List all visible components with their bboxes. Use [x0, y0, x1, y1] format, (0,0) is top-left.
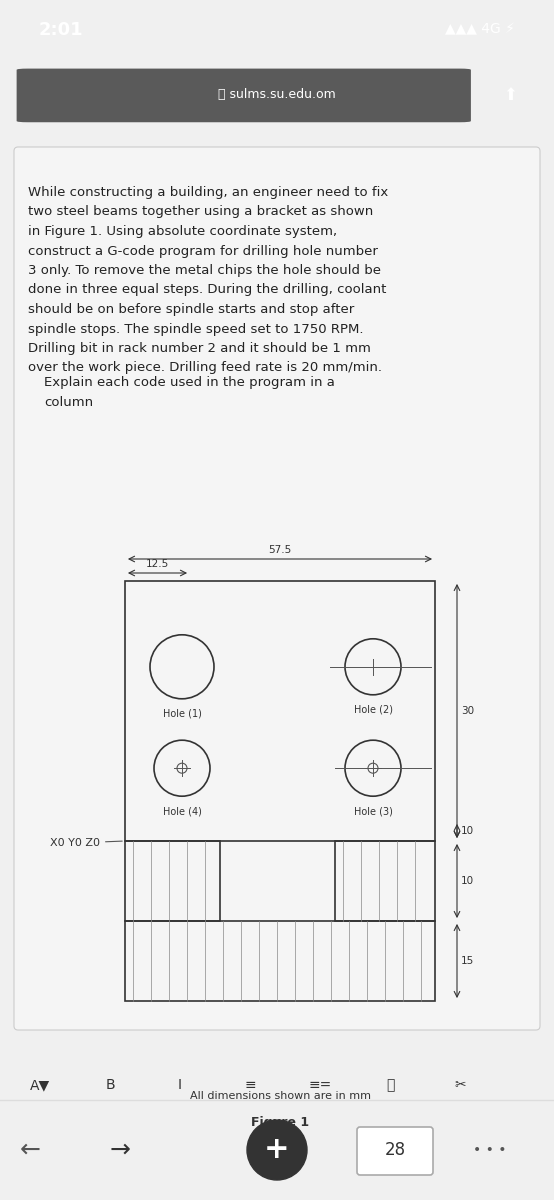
Text: Hole (2): Hole (2) — [353, 704, 392, 715]
Text: Hole (1): Hole (1) — [162, 709, 202, 719]
Text: While constructing a building, an engineer need to fix
two steel beams together : While constructing a building, an engine… — [28, 186, 388, 374]
Text: 30: 30 — [461, 706, 474, 716]
Text: I: I — [178, 1078, 182, 1092]
Text: 10: 10 — [461, 826, 474, 836]
Text: 2:01: 2:01 — [39, 20, 84, 38]
Text: +: + — [264, 1135, 290, 1164]
Text: 28: 28 — [384, 1141, 406, 1159]
Text: Figure 1: Figure 1 — [251, 1116, 309, 1129]
Text: →: → — [110, 1138, 131, 1162]
Text: X0 Y0 Z0: X0 Y0 Z0 — [50, 838, 122, 848]
Text: ←: ← — [19, 1138, 40, 1162]
Text: ≡=: ≡= — [309, 1078, 332, 1092]
Text: ≡: ≡ — [244, 1078, 256, 1092]
Text: Explain each code used in the program in a
column: Explain each code used in the program in… — [44, 376, 335, 408]
FancyBboxPatch shape — [17, 68, 471, 122]
Text: All dimensions shown are in mm: All dimensions shown are in mm — [189, 1091, 371, 1102]
Text: Hole (4): Hole (4) — [162, 806, 202, 816]
FancyBboxPatch shape — [357, 1127, 433, 1175]
Bar — [335, 841, 435, 922]
Text: ⬆: ⬆ — [502, 85, 517, 103]
Circle shape — [247, 1120, 307, 1180]
Bar — [125, 922, 435, 1001]
Bar — [125, 841, 220, 922]
Text: 12.5: 12.5 — [145, 559, 168, 569]
Text: ▲▲▲ 4G ⚡: ▲▲▲ 4G ⚡ — [445, 23, 515, 37]
Text: 10: 10 — [461, 876, 474, 886]
Text: 57.5: 57.5 — [268, 545, 291, 554]
Bar — [125, 581, 435, 841]
Text: 🔍: 🔍 — [386, 1078, 394, 1092]
Text: • • •: • • • — [473, 1142, 507, 1157]
Text: 15: 15 — [461, 956, 474, 966]
Text: B: B — [105, 1078, 115, 1092]
FancyBboxPatch shape — [14, 146, 540, 1030]
Text: A▼: A▼ — [30, 1078, 50, 1092]
Text: ✂: ✂ — [454, 1078, 466, 1092]
Text: 🔒 sulms.su.edu.om: 🔒 sulms.su.edu.om — [218, 89, 336, 101]
Text: Hole (3): Hole (3) — [353, 806, 392, 816]
